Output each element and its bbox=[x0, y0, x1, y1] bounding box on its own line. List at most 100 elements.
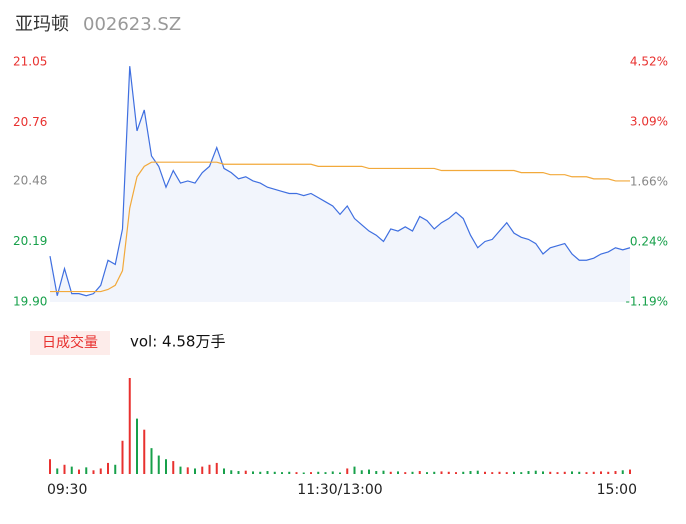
volume-bar bbox=[281, 472, 283, 474]
volume-bar bbox=[201, 466, 204, 474]
volume-bar bbox=[447, 471, 450, 474]
volume-bar bbox=[491, 472, 494, 474]
volume-bar bbox=[143, 429, 146, 474]
volume-bar bbox=[157, 455, 160, 474]
volume-bar bbox=[70, 466, 73, 474]
volume-bar bbox=[237, 471, 240, 474]
volume-bar bbox=[549, 471, 552, 474]
volume-bar bbox=[469, 471, 472, 474]
y2-tick-label: 1.66% bbox=[630, 175, 668, 189]
y2-tick-label: 3.09% bbox=[630, 115, 668, 129]
volume-bar bbox=[244, 470, 247, 474]
x-tick-label: 09:30 bbox=[47, 482, 87, 498]
volume-bar bbox=[114, 464, 117, 474]
volume-bar bbox=[259, 471, 262, 474]
volume-bar bbox=[578, 471, 581, 474]
volume-bar bbox=[136, 418, 138, 474]
volume-bar bbox=[165, 459, 167, 474]
volume-bar bbox=[310, 472, 312, 474]
volume-bar bbox=[121, 440, 124, 474]
stock-name: 亚玛顿 bbox=[15, 14, 69, 35]
volume-bar bbox=[360, 470, 363, 474]
volume-bar bbox=[266, 471, 269, 474]
y-tick-label: 20.76 bbox=[13, 115, 47, 129]
volume-bar bbox=[440, 471, 443, 474]
volume-bar bbox=[614, 471, 617, 474]
volume-button-label[interactable]: 日成交量 bbox=[42, 334, 98, 351]
volume-bar bbox=[534, 470, 537, 474]
volume-bar bbox=[418, 471, 421, 474]
price-line bbox=[49, 66, 631, 297]
volume-bar bbox=[339, 472, 341, 474]
y2-tick-label: 4.52% bbox=[630, 55, 668, 69]
volume-bar bbox=[542, 471, 544, 474]
x-tick-label: 15:00 bbox=[597, 482, 637, 498]
volume-bar bbox=[433, 471, 436, 474]
volume-bar bbox=[302, 472, 305, 474]
volume-bar bbox=[607, 471, 610, 474]
volume-bar bbox=[208, 464, 211, 474]
volume-bar bbox=[107, 462, 109, 474]
volume-bar bbox=[368, 469, 370, 474]
volume-bar bbox=[621, 470, 624, 474]
volume-bar bbox=[288, 471, 291, 474]
volume-bar bbox=[128, 378, 131, 474]
volume-bar bbox=[520, 472, 523, 474]
volume-bar bbox=[215, 462, 218, 474]
volume-bar bbox=[476, 470, 479, 474]
volume-bar bbox=[353, 466, 356, 474]
volume-bar bbox=[455, 472, 457, 474]
y2-tick-label: 0.24% bbox=[630, 234, 668, 248]
volume-button[interactable] bbox=[30, 331, 110, 355]
volume-bar bbox=[346, 468, 349, 474]
volume-bar bbox=[230, 470, 233, 474]
volume-bar bbox=[397, 471, 399, 474]
average-line bbox=[50, 161, 630, 293]
volume-bar bbox=[513, 471, 515, 474]
volume-bar bbox=[49, 459, 51, 474]
volume-bar bbox=[505, 472, 508, 474]
volume-bar bbox=[462, 471, 465, 474]
volume-bar bbox=[411, 471, 414, 474]
volume-bar bbox=[484, 471, 486, 474]
volume-bar bbox=[63, 464, 66, 474]
volume-bar bbox=[375, 471, 378, 474]
volume-bar bbox=[426, 472, 428, 474]
volume-bar bbox=[324, 472, 327, 474]
y2-tick-label: -1.19% bbox=[626, 295, 668, 309]
volume-bar bbox=[600, 471, 602, 474]
volume-bar bbox=[252, 471, 254, 474]
y-tick-label: 20.19 bbox=[13, 234, 47, 248]
volume-bar bbox=[527, 471, 530, 474]
volume-bar bbox=[404, 472, 407, 474]
volume-bar bbox=[382, 470, 385, 474]
volume-bar bbox=[172, 461, 175, 474]
y-tick-label: 19.90 bbox=[13, 295, 47, 309]
volume-bar bbox=[92, 470, 95, 474]
volume-bar bbox=[78, 469, 80, 474]
volume-bar bbox=[273, 471, 276, 474]
volume-bar bbox=[592, 471, 595, 474]
volume-bar bbox=[295, 472, 298, 474]
volume-bar bbox=[331, 471, 334, 474]
volume-bar bbox=[556, 472, 559, 474]
volume-label: vol: 4.58万手 bbox=[130, 333, 225, 351]
volume-bar bbox=[389, 471, 392, 474]
volume-bar bbox=[317, 471, 320, 474]
stock-code: 002623.SZ bbox=[83, 14, 181, 35]
y-tick-label: 21.05 bbox=[13, 55, 47, 69]
volume-bar bbox=[179, 466, 182, 474]
volume-bar bbox=[99, 468, 102, 474]
volume-bar bbox=[629, 469, 631, 474]
volume-bar bbox=[186, 467, 189, 474]
volume-bar bbox=[56, 468, 59, 474]
volume-bar bbox=[563, 471, 566, 474]
x-tick-label: 11:30/13:00 bbox=[297, 482, 382, 498]
volume-bar bbox=[585, 472, 588, 474]
volume-bar bbox=[498, 471, 501, 474]
price-area bbox=[50, 66, 630, 302]
volume-bar bbox=[85, 467, 88, 474]
volume-bar bbox=[571, 471, 573, 474]
volume-bar bbox=[150, 448, 153, 474]
